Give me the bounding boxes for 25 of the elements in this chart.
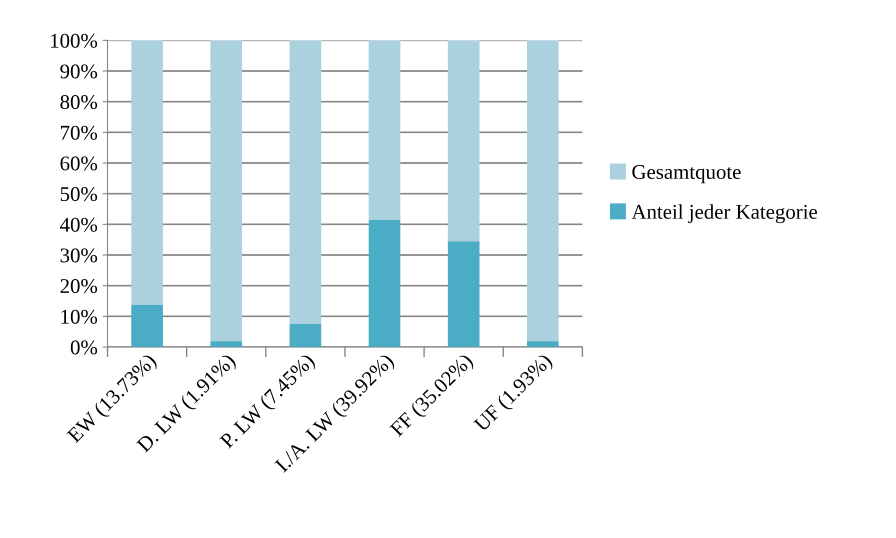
y-tick-label: 20% [60,279,98,294]
bar [131,305,163,348]
bar [131,40,163,305]
bar [448,40,480,242]
y-tick-label: 40% [60,218,98,232]
bar [526,341,559,348]
bar [210,341,242,348]
bar [526,40,559,342]
bar [368,220,400,348]
y-tick-label: 10% [61,310,98,324]
y-tick-label: 80% [60,95,98,110]
bar [290,324,322,348]
legend-label: Anteil jeder Kategorie [632,204,818,224]
bar [448,242,480,348]
bar [290,40,322,324]
y-tick-label: 90% [60,64,98,79]
y-tick-label: 60% [60,156,98,171]
y-tick-label: 70% [60,126,98,140]
legend-label: Gesamtquote [632,165,741,184]
bar [210,40,242,342]
y-tick-label: 50% [60,187,98,202]
y-tick-label: 30% [60,248,98,263]
y-tick-label: 100% [51,34,98,48]
bar [368,40,400,220]
y-tick-label: 0% [70,340,98,355]
